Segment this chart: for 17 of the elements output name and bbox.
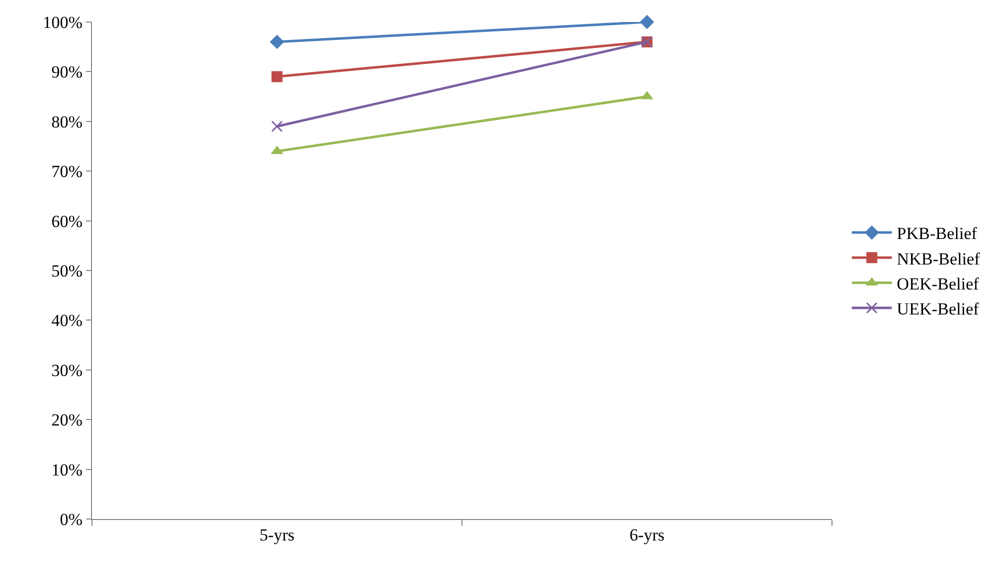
legend-label: OEK-Belief: [896, 274, 980, 294]
legend-label: NKB-Belief: [896, 249, 980, 268]
x-tick-label: 6-yrs: [630, 525, 664, 544]
legend-label: PKB-Belief: [896, 224, 978, 244]
y-tick-label: 20%: [51, 410, 83, 430]
y-tick-label: 90%: [51, 62, 83, 82]
y-tick-label: 10%: [51, 460, 83, 480]
y-tick-label: 70%: [51, 162, 83, 182]
y-tick-label: 50%: [51, 261, 83, 280]
legend-label: UEK-Belief: [896, 299, 980, 318]
y-tick-label: 40%: [51, 311, 83, 330]
y-tick-label: 60%: [51, 212, 83, 231]
y-tick-label: 80%: [51, 112, 83, 132]
x-tick-label: 5-yrs: [260, 525, 294, 544]
y-tick-label: 100%: [42, 12, 83, 32]
y-tick-label: 0%: [60, 510, 83, 529]
y-tick-label: 30%: [51, 360, 83, 380]
